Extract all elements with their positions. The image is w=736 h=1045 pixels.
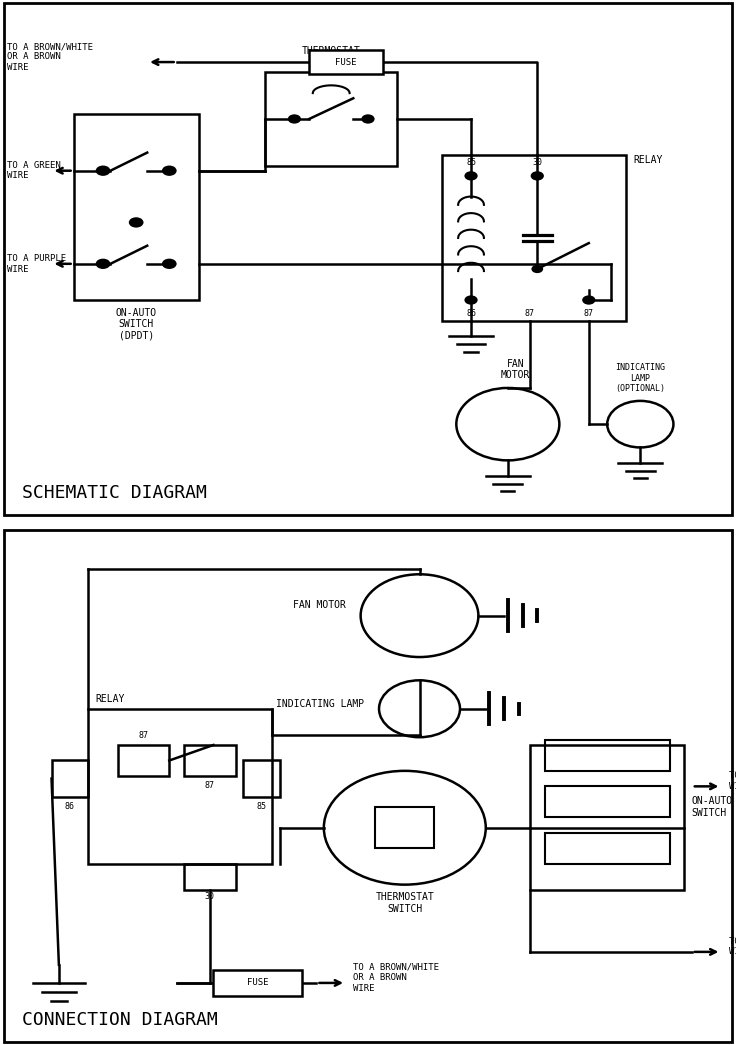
Text: 87: 87	[205, 782, 215, 790]
Text: TO A GREEN
WIRE: TO A GREEN WIRE	[729, 771, 736, 791]
Bar	[184, 745, 236, 776]
Bar	[184, 864, 236, 889]
Circle shape	[361, 114, 375, 123]
Text: RELAY: RELAY	[633, 155, 662, 165]
Circle shape	[531, 171, 544, 181]
Bar	[442, 155, 626, 321]
Bar	[545, 740, 670, 771]
Bar	[545, 833, 670, 864]
Text: TO A PURPLE
WIRE: TO A PURPLE WIRE	[729, 937, 736, 956]
Circle shape	[162, 165, 177, 176]
Bar	[309, 50, 383, 74]
Text: TO A GREEN
WIRE: TO A GREEN WIRE	[7, 161, 61, 181]
Text: TO A PURPLE
WIRE: TO A PURPLE WIRE	[7, 254, 66, 274]
Text: ON-AUTO
SWITCH: ON-AUTO SWITCH	[692, 796, 733, 818]
Text: THERMOSTAT
SWITCH: THERMOSTAT SWITCH	[302, 46, 361, 67]
Text: 30: 30	[532, 158, 542, 167]
Circle shape	[96, 165, 110, 176]
Bar	[243, 761, 280, 796]
Text: 86: 86	[65, 802, 75, 811]
Text: TO A BROWN/WHITE
OR A BROWN
WIRE: TO A BROWN/WHITE OR A BROWN WIRE	[7, 42, 93, 72]
Circle shape	[96, 258, 110, 269]
Text: 87: 87	[525, 309, 535, 318]
Text: FAN
MOTOR: FAN MOTOR	[500, 358, 530, 380]
Text: 85: 85	[466, 158, 476, 167]
Bar	[88, 709, 272, 864]
Text: 86: 86	[466, 309, 476, 318]
Circle shape	[582, 296, 595, 305]
Bar	[375, 807, 434, 849]
Text: THERMOSTAT
SWITCH: THERMOSTAT SWITCH	[375, 892, 434, 914]
Text: CONNECTION DIAGRAM: CONNECTION DIAGRAM	[22, 1012, 218, 1029]
Bar	[52, 761, 88, 796]
Bar	[530, 745, 684, 889]
Bar	[213, 970, 302, 996]
Text: FUSE: FUSE	[247, 978, 269, 988]
Bar	[265, 72, 397, 165]
Text: INDICATING
LAMP
(OPTIONAL): INDICATING LAMP (OPTIONAL)	[615, 364, 665, 393]
Circle shape	[464, 296, 478, 305]
Text: SCHEMATIC DIAGRAM: SCHEMATIC DIAGRAM	[22, 484, 207, 502]
Text: INDICATING LAMP: INDICATING LAMP	[276, 699, 364, 709]
Text: ON-AUTO
SWITCH
(DPDT): ON-AUTO SWITCH (DPDT)	[116, 308, 157, 341]
Bar	[545, 786, 670, 817]
Text: 87: 87	[584, 309, 594, 318]
Text: RELAY: RELAY	[96, 694, 125, 703]
Circle shape	[162, 258, 177, 269]
Circle shape	[531, 264, 543, 273]
Circle shape	[129, 217, 144, 228]
Circle shape	[464, 171, 478, 181]
Circle shape	[288, 114, 301, 123]
Bar	[118, 745, 169, 776]
Text: TO A BROWN/WHITE
OR A BROWN
WIRE: TO A BROWN/WHITE OR A BROWN WIRE	[353, 962, 439, 993]
Text: 87: 87	[138, 730, 149, 740]
Text: FUSE: FUSE	[335, 57, 357, 67]
Text: 30: 30	[205, 892, 215, 902]
Text: FAN MOTOR: FAN MOTOR	[293, 600, 346, 610]
Text: 85: 85	[256, 802, 266, 811]
Bar	[74, 114, 199, 300]
